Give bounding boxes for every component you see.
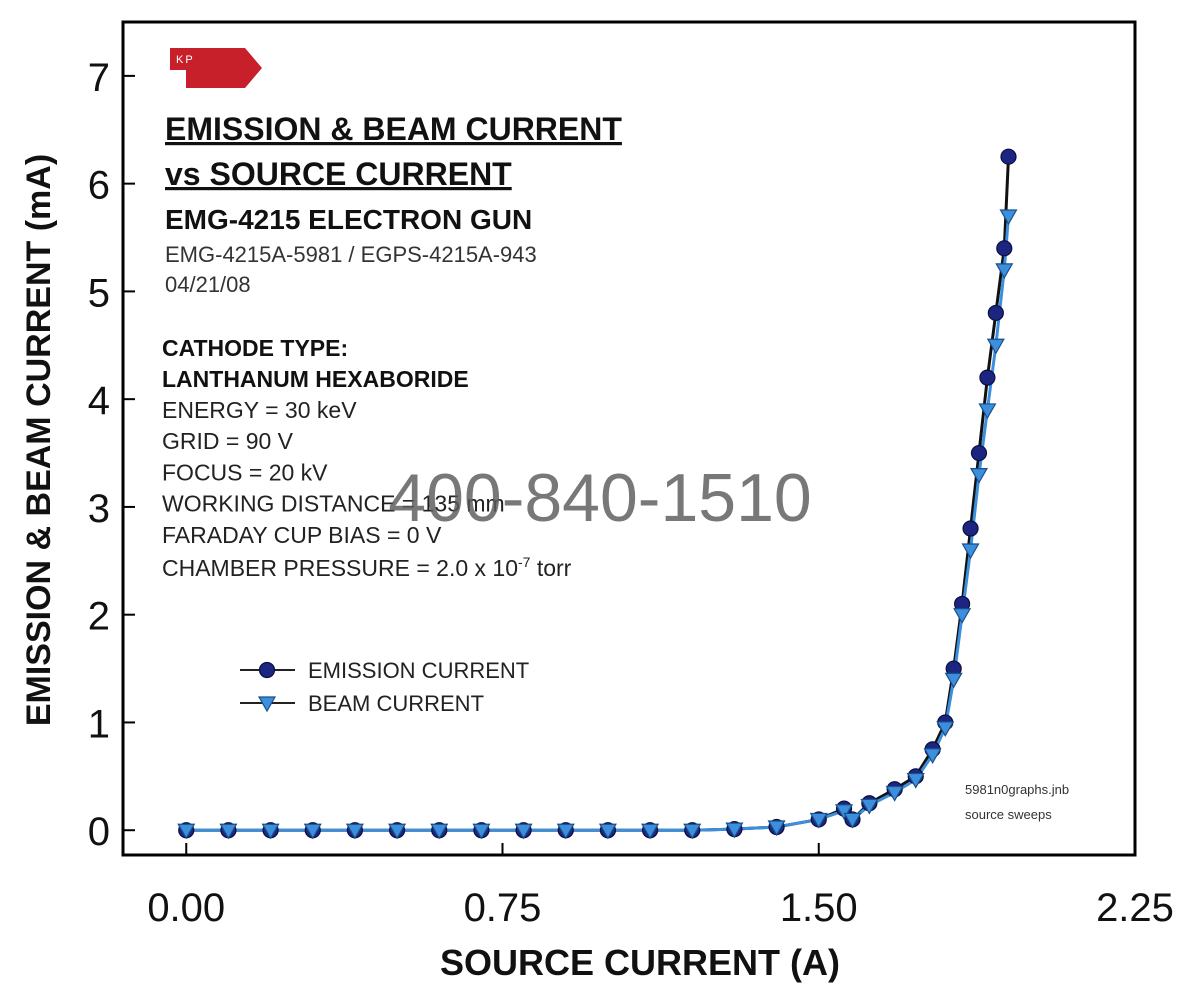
- note: source sweeps: [965, 807, 1052, 822]
- marker: [388, 823, 407, 840]
- marker: [303, 823, 322, 840]
- marker: [1000, 148, 1017, 165]
- marker: [953, 608, 972, 624]
- title: EMISSION & BEAM CURRENT: [165, 111, 622, 147]
- y-axis-label: EMISSION & BEAM CURRENT (mA): [20, 154, 58, 726]
- marker: [987, 304, 1004, 322]
- marker: [978, 403, 997, 420]
- condition: FOCUS = 20 kV: [162, 459, 328, 485]
- y-tick-label: 4: [88, 379, 110, 423]
- legend: EMISSION CURRENT BEAM CURRENT: [240, 658, 529, 716]
- marker: [969, 468, 989, 484]
- marker: [936, 721, 955, 738]
- marker: [970, 444, 988, 462]
- marker: [261, 823, 280, 840]
- y-tick-label: 1: [88, 702, 110, 746]
- legend-label: BEAM CURRENT: [308, 691, 484, 716]
- marker: [345, 823, 364, 840]
- note: 5981n0graphs.jnb: [965, 782, 1069, 797]
- marker: [979, 369, 996, 386]
- info: EMG-4215A-5981 / EGPS-4215A-943: [165, 242, 537, 267]
- pressure-unit: torr: [530, 555, 571, 581]
- marker: [944, 672, 963, 689]
- x-tick-label: 0.00: [147, 886, 225, 930]
- y-tick-label: 3: [88, 487, 110, 531]
- marker: [885, 785, 904, 802]
- condition: ENERGY = 30 keV: [162, 397, 357, 423]
- marker: [996, 240, 1013, 257]
- legend-marker: [257, 696, 277, 713]
- y-tick-label: 6: [88, 164, 110, 208]
- marker: [923, 748, 942, 764]
- marker: [962, 520, 979, 537]
- pressure: CHAMBER PRESSURE = 2.0 x 10-7 torr: [162, 554, 572, 581]
- marker: [999, 209, 1018, 226]
- plot-frame: [121, 20, 1137, 857]
- marker: [986, 338, 1005, 355]
- logo-text: KP: [176, 54, 195, 66]
- x-axis-label: SOURCE CURRENT (A): [440, 942, 840, 983]
- marker: [683, 823, 702, 840]
- x-tick-label: 0.75: [464, 886, 542, 930]
- pressure-exponent: -7: [518, 554, 531, 570]
- title: vs SOURCE CURRENT: [165, 156, 512, 192]
- y-tick-label: 5: [88, 271, 110, 315]
- legend-label: EMISSION CURRENT: [308, 658, 529, 683]
- x-tick-label: 2.25: [1096, 886, 1174, 930]
- x-tick-label: 1.50: [780, 886, 858, 930]
- marker: [835, 804, 854, 821]
- marker: [860, 798, 879, 815]
- marker: [995, 263, 1014, 280]
- condition: GRID = 90 V: [162, 428, 294, 454]
- marker: [556, 823, 575, 840]
- plot-area: 0.00 0.75 1.50 2.25 0 1 2 3 4 5 6 7: [88, 56, 1174, 930]
- conditions: ENERGY = 30 keV GRID = 90 V FOCUS = 20 kV W…: [162, 397, 505, 548]
- legend-marker: [258, 661, 276, 679]
- marker: [598, 823, 617, 840]
- watermark: 400-840-1510: [388, 460, 811, 536]
- marker: [843, 812, 862, 829]
- marker: [430, 823, 449, 840]
- marker: [219, 823, 238, 840]
- pressure-text: CHAMBER PRESSURE = 2.0 x 10: [162, 555, 518, 581]
- marker: [809, 812, 828, 829]
- condition: FARADAY CUP BIAS = 0 V: [162, 522, 442, 548]
- y-tick-label: 7: [88, 56, 110, 100]
- y-tick-label: 2: [88, 595, 110, 639]
- logo-shape: [170, 48, 262, 88]
- cathode: LANTHANUM HEXABORIDE: [162, 366, 469, 392]
- marker: [177, 823, 196, 840]
- marker: [961, 543, 980, 560]
- marker: [641, 823, 660, 840]
- y-tick-label: 0: [88, 810, 110, 854]
- info: 04/21/08: [165, 272, 251, 297]
- cathode: CATHODE TYPE:: [162, 335, 348, 361]
- marker: [906, 772, 925, 789]
- marker: [514, 823, 533, 840]
- condition: WORKING DISTANCE = 135 mm: [162, 491, 505, 517]
- marker: [472, 823, 491, 840]
- marker: [725, 822, 744, 839]
- device: EMG-4215 ELECTRON GUN: [165, 204, 532, 235]
- marker: [767, 820, 786, 837]
